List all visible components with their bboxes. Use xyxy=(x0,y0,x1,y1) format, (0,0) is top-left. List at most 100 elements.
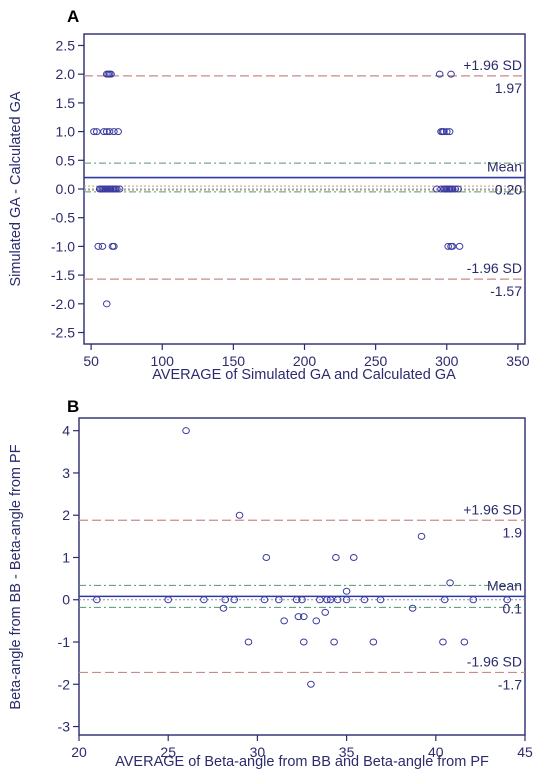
data-point xyxy=(408,604,417,612)
data-point xyxy=(333,596,342,604)
upper-sd-label-a: +1.96 SD xyxy=(463,57,522,73)
panel-a: A 2.5 2.0 1.5 1.0 0.5 0.0 -0.5 -1.0 -1.5 -2.0 -2.5… xyxy=(8,7,530,383)
data-point xyxy=(107,70,115,78)
y-tick-label: 4 xyxy=(62,423,70,439)
panel-label-b: B xyxy=(67,397,79,416)
data-point xyxy=(262,553,271,561)
plot-frame-b xyxy=(78,417,526,736)
x-tick-label: 50 xyxy=(83,353,99,369)
y-tick-label: -1.0 xyxy=(51,238,75,254)
data-point xyxy=(292,596,301,604)
data-point xyxy=(98,242,107,250)
data-point xyxy=(454,185,462,193)
points-b xyxy=(93,427,511,688)
y-axis-label-a: Simulated GA - Calculated GA xyxy=(8,91,24,286)
data-point xyxy=(164,596,172,604)
y-tick-label: 0.5 xyxy=(56,152,76,168)
data-point xyxy=(469,596,478,604)
data-point xyxy=(94,242,103,250)
points-a xyxy=(90,70,464,308)
y-ticks-b: 4 3 2 1 0 -1 -2 -3 xyxy=(58,423,79,735)
data-point xyxy=(448,242,457,250)
data-point xyxy=(332,553,340,561)
y-tick-label: -0.5 xyxy=(51,210,75,226)
data-point xyxy=(455,242,464,250)
y-tick-label: 0.0 xyxy=(56,181,76,197)
data-point xyxy=(445,128,454,136)
x-tick-label: 45 xyxy=(517,744,533,760)
data-point xyxy=(102,128,111,136)
panel-label-a: A xyxy=(67,7,79,26)
data-point xyxy=(440,596,449,604)
data-point xyxy=(451,185,460,193)
data-point xyxy=(230,596,239,604)
x-axis-label-b: AVERAGE of Beta-angle from BB and Beta-a… xyxy=(115,754,489,770)
data-point xyxy=(503,596,511,604)
data-point xyxy=(321,608,329,616)
y-tick-label: 1.5 xyxy=(56,95,76,111)
data-point xyxy=(342,587,351,595)
y-tick-label: -2 xyxy=(58,676,71,692)
y-tick-label: -2.5 xyxy=(51,325,75,341)
x-tick-label: 200 xyxy=(293,353,317,369)
data-point xyxy=(200,596,208,604)
data-point xyxy=(323,596,331,604)
mean-value-b: 0.1 xyxy=(503,600,523,616)
x-tick-label: 350 xyxy=(506,353,530,369)
y-tick-label: -1 xyxy=(58,634,71,650)
lower-sd-label-a: -1.96 SD xyxy=(467,260,522,276)
y-tick-label: -1.5 xyxy=(51,267,75,283)
data-point xyxy=(417,532,426,540)
data-point xyxy=(100,128,108,136)
y-ticks-a: 2.5 2.0 1.5 1.0 0.5 0.0 -0.5 -1.0 -1.5 -2.0 -2.5 xyxy=(51,37,84,341)
x-tick-label: 250 xyxy=(364,353,388,369)
y-tick-label: 1 xyxy=(62,549,70,565)
data-point xyxy=(446,579,454,587)
y-tick-label: 2.0 xyxy=(56,66,76,82)
lower-sd-value-a: -1.57 xyxy=(490,283,522,299)
data-point xyxy=(435,70,444,78)
lower-sd-value-b: -1.7 xyxy=(498,676,522,692)
x-tick-label: 100 xyxy=(151,353,175,369)
data-point xyxy=(294,613,303,621)
data-point xyxy=(260,596,269,604)
upper-sd-value-b: 1.9 xyxy=(503,524,523,540)
x-tick-label: 25 xyxy=(160,744,176,760)
data-point xyxy=(342,596,351,604)
data-point xyxy=(299,613,308,621)
data-point xyxy=(440,128,448,136)
data-point xyxy=(326,596,335,604)
y-tick-label: 2.5 xyxy=(56,37,76,53)
data-point xyxy=(369,638,378,646)
data-point xyxy=(219,604,228,612)
data-point xyxy=(437,185,445,193)
lower-sd-label-b: -1.96 SD xyxy=(467,653,522,669)
panel-b: B 4 3 2 1 0 -1 -2 -3 20 25 30 35 40 45 +1.96 SD 1.9 … xyxy=(8,397,533,770)
data-point xyxy=(275,596,283,604)
data-point xyxy=(110,128,118,136)
data-point xyxy=(112,185,121,193)
data-point xyxy=(105,128,114,136)
x-tick-label: 35 xyxy=(339,744,355,760)
data-point xyxy=(316,596,324,604)
data-point xyxy=(444,242,452,250)
data-point xyxy=(349,553,358,561)
data-point xyxy=(360,596,369,604)
reference-lines-a xyxy=(84,75,525,280)
x-tick-label: 150 xyxy=(222,353,246,369)
y-tick-label: 1.0 xyxy=(56,124,76,140)
upper-sd-value-a: 1.97 xyxy=(495,80,522,96)
y-tick-label: 2 xyxy=(62,507,70,523)
data-point xyxy=(115,185,124,193)
mean-value-a: 0.20 xyxy=(495,182,522,198)
x-tick-label: 40 xyxy=(428,744,444,760)
data-point xyxy=(376,596,385,604)
mean-label-a: Mean xyxy=(487,159,522,175)
data-point xyxy=(439,638,447,646)
y-tick-label: 0 xyxy=(62,592,70,608)
y-tick-label: -2.0 xyxy=(51,296,75,312)
upper-sd-label-b: +1.96 SD xyxy=(463,501,522,517)
data-point xyxy=(93,596,101,604)
y-tick-label: -3 xyxy=(58,719,71,735)
